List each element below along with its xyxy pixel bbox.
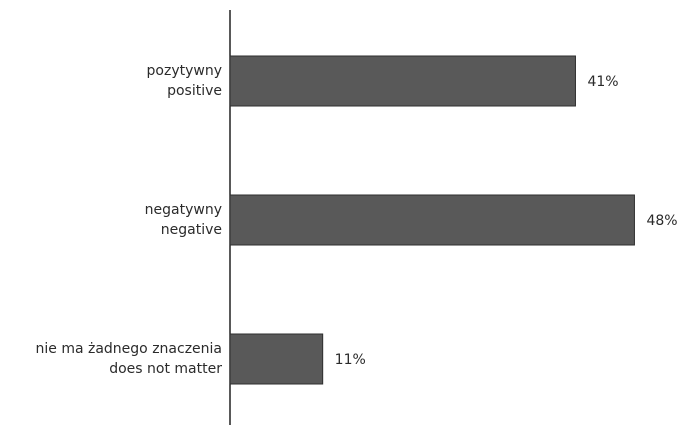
bars-group: 41% pozytywny positive 48% negatywny negative… (36, 55, 678, 385)
value-label-0: 41% (587, 74, 618, 90)
bar-2 (229, 333, 324, 385)
category-label-2-line-0: nie ma żadnego znaczenia (36, 341, 223, 357)
category-label-1-line-1: negative (161, 222, 222, 238)
category-label-0-line-1: positive (167, 83, 222, 99)
category-label-1-line-0: negatywny (145, 202, 222, 218)
category-label-2-line-1: does not matter (109, 361, 222, 377)
bar-0 (229, 55, 576, 107)
value-label-2: 11% (335, 352, 366, 368)
value-label-1: 48% (646, 213, 677, 229)
bar-1 (229, 194, 635, 246)
category-label-0-line-0: pozytywny (147, 63, 222, 79)
